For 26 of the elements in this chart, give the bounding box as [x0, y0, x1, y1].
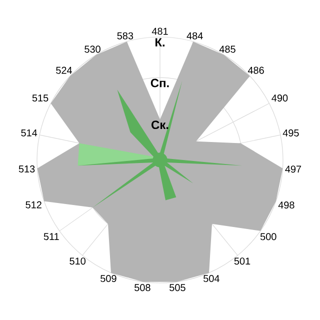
- spoke-label: 524: [56, 66, 72, 74]
- spoke-label: 500: [260, 233, 276, 240]
- spoke-label: 510: [70, 258, 86, 265]
- y-tick-label: К.: [155, 38, 164, 46]
- spoke-label: 505: [170, 284, 186, 292]
- spoke-label: 515: [32, 94, 48, 102]
- spoke-label: 486: [248, 66, 264, 74]
- spoke-label: 485: [219, 46, 236, 53]
- spoke-label: 530: [84, 46, 100, 53]
- y-tick-label: Ск.: [152, 120, 168, 130]
- spoke-label: 484: [186, 32, 203, 40]
- spoke-label: 514: [21, 129, 38, 136]
- spoke-label: 504: [204, 275, 220, 282]
- spoke-label: 498: [278, 201, 294, 209]
- spoke-label: 481: [152, 28, 168, 35]
- spoke-label: 490: [272, 94, 288, 102]
- spoke-label: 511: [44, 233, 59, 240]
- spoke-label: 508: [134, 284, 150, 292]
- spoke-label: 497: [285, 166, 302, 173]
- y-tick-label: Сп.: [150, 78, 169, 88]
- spoke-label: 509: [100, 275, 116, 282]
- spoke-label: 501: [234, 258, 250, 265]
- spoke-label: 495: [282, 129, 299, 136]
- spoke-label: 513: [18, 165, 35, 172]
- spoke-label: 512: [26, 201, 42, 208]
- spoke-label: 583: [117, 32, 134, 40]
